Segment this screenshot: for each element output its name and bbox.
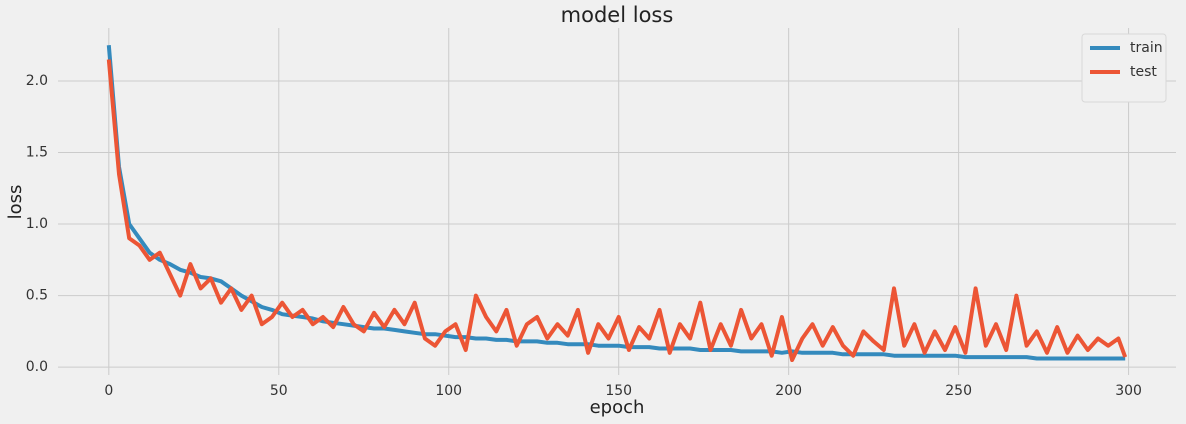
x-tick-label: 300 xyxy=(1115,383,1142,399)
x-tick-label: 150 xyxy=(605,383,632,399)
x-tick-label: 50 xyxy=(270,383,288,399)
chart-title: model loss xyxy=(561,3,674,27)
x-tick-label: 250 xyxy=(945,383,972,399)
legend-box xyxy=(1081,33,1167,103)
y-tick-label: 1.5 xyxy=(26,144,48,160)
y-tick-label: 0.5 xyxy=(26,288,48,304)
y-tick-label: 2.0 xyxy=(26,73,48,89)
x-tick-label: 100 xyxy=(435,383,462,399)
y-axis-label: loss xyxy=(5,185,26,220)
legend-label: train xyxy=(1130,40,1163,56)
x-tick-label: 200 xyxy=(775,383,802,399)
legend-label: test xyxy=(1130,64,1157,80)
y-tick-label: 0.0 xyxy=(26,359,48,375)
x-tick-label: 0 xyxy=(104,383,113,399)
y-tick-label: 1.0 xyxy=(26,216,48,232)
line-test xyxy=(106,59,1128,362)
line-train xyxy=(106,45,1126,361)
x-axis-label: epoch xyxy=(590,397,645,418)
